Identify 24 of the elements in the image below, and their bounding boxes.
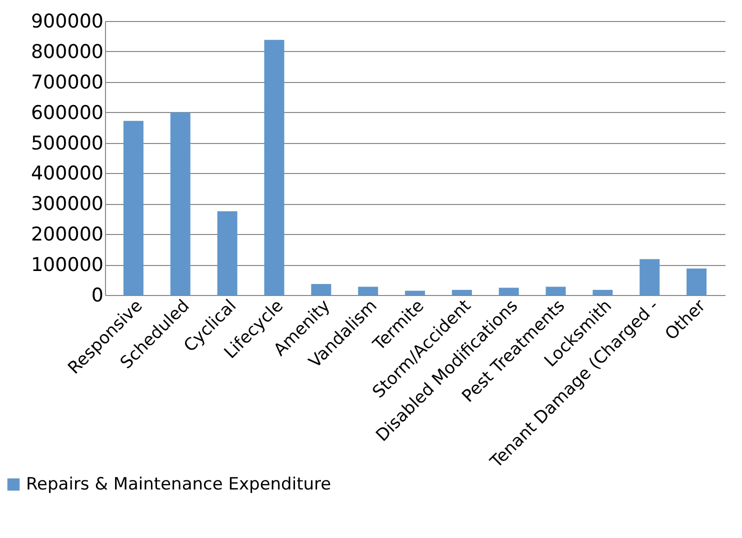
- bar: [311, 284, 332, 295]
- bar: [452, 290, 472, 295]
- y-tick-label: 900000: [30, 10, 104, 32]
- bar: [640, 259, 660, 295]
- y-tick-label: 500000: [30, 132, 104, 154]
- bar: [217, 211, 238, 295]
- bar: [592, 290, 613, 295]
- bar: [405, 290, 425, 295]
- bar: [264, 40, 284, 295]
- y-tick-label: 400000: [30, 162, 104, 185]
- bar: [358, 286, 378, 295]
- legend-label: Repairs & Maintenance Expenditure: [26, 474, 332, 494]
- bar: [686, 268, 707, 295]
- bar: [123, 120, 144, 295]
- y-tick-label: 300000: [30, 193, 104, 216]
- bar: [546, 286, 566, 295]
- y-tick-label: 700000: [30, 71, 104, 94]
- bar: [498, 288, 519, 295]
- y-tick-label: 100000: [30, 254, 104, 276]
- bar: [170, 112, 190, 295]
- y-tick-label: 200000: [30, 224, 104, 246]
- y-tick-label: 800000: [30, 40, 104, 63]
- y-tick-label: 0: [91, 284, 104, 306]
- y-tick-label: 600000: [30, 102, 104, 124]
